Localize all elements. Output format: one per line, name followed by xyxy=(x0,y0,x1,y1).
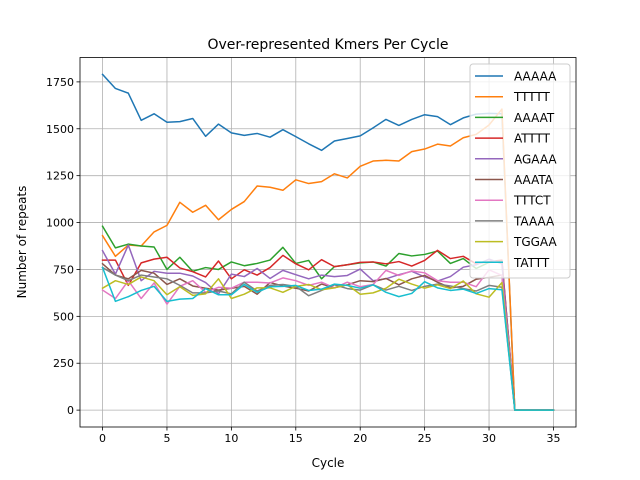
plot-frame xyxy=(79,57,577,428)
y-tick-label: 1250 xyxy=(46,170,74,183)
x-tick-label: 20 xyxy=(353,432,367,445)
legend-label: AGAAA xyxy=(514,152,557,166)
x-axis-ticks: 0 5 10 15 20 25 30 35 xyxy=(99,427,560,445)
x-tick-label: 30 xyxy=(482,432,496,445)
legend-label: AAAAT xyxy=(514,111,555,125)
chart-title: Over-represented Kmers Per Cycle xyxy=(207,37,448,53)
x-tick-label: 0 xyxy=(99,432,106,445)
x-tick-label: 10 xyxy=(224,432,238,445)
legend-items: AAAAA TTTTT AAAAT ATTTT AGAAA AAATA TTTCT TAAAA… xyxy=(475,70,557,270)
y-tick-label: 750 xyxy=(53,263,74,276)
legend-label: ATTTT xyxy=(514,132,551,146)
y-axis-ticks: 0 250 500 750 1000 1250 1500 1750 xyxy=(46,76,80,417)
y-tick-label: 500 xyxy=(53,310,74,323)
series-line-taaaa xyxy=(101,266,555,411)
x-axis-label: Cycle xyxy=(312,456,345,470)
y-tick-label: 0 xyxy=(67,404,74,417)
x-tick-label: 35 xyxy=(546,432,560,445)
legend-label: TTTCT xyxy=(513,194,551,208)
x-tick-label: 5 xyxy=(163,432,170,445)
legend: AAAAA TTTTT AAAAT ATTTT AGAAA AAATA TTTCT TAAAA… xyxy=(469,63,571,279)
series-line-tttct xyxy=(101,269,555,411)
legend-label: AAATA xyxy=(514,173,554,187)
legend-label: TGGAA xyxy=(513,235,557,249)
y-tick-label: 250 xyxy=(53,357,74,370)
series-line-tattt xyxy=(101,266,555,411)
legend-label: AAAAA xyxy=(514,70,557,84)
legend-label: TATTT xyxy=(513,256,550,270)
x-tick-label: 15 xyxy=(289,432,303,445)
y-axis-label: Number of repeats xyxy=(15,186,29,299)
series-line-tggaa xyxy=(101,276,555,411)
x-tick-label: 25 xyxy=(418,432,432,445)
y-tick-label: 1500 xyxy=(46,123,74,136)
y-tick-label: 1750 xyxy=(46,76,74,89)
y-tick-label: 1000 xyxy=(46,217,74,230)
legend-label: TTTTT xyxy=(513,90,550,104)
legend-label: TAAAA xyxy=(513,214,555,228)
